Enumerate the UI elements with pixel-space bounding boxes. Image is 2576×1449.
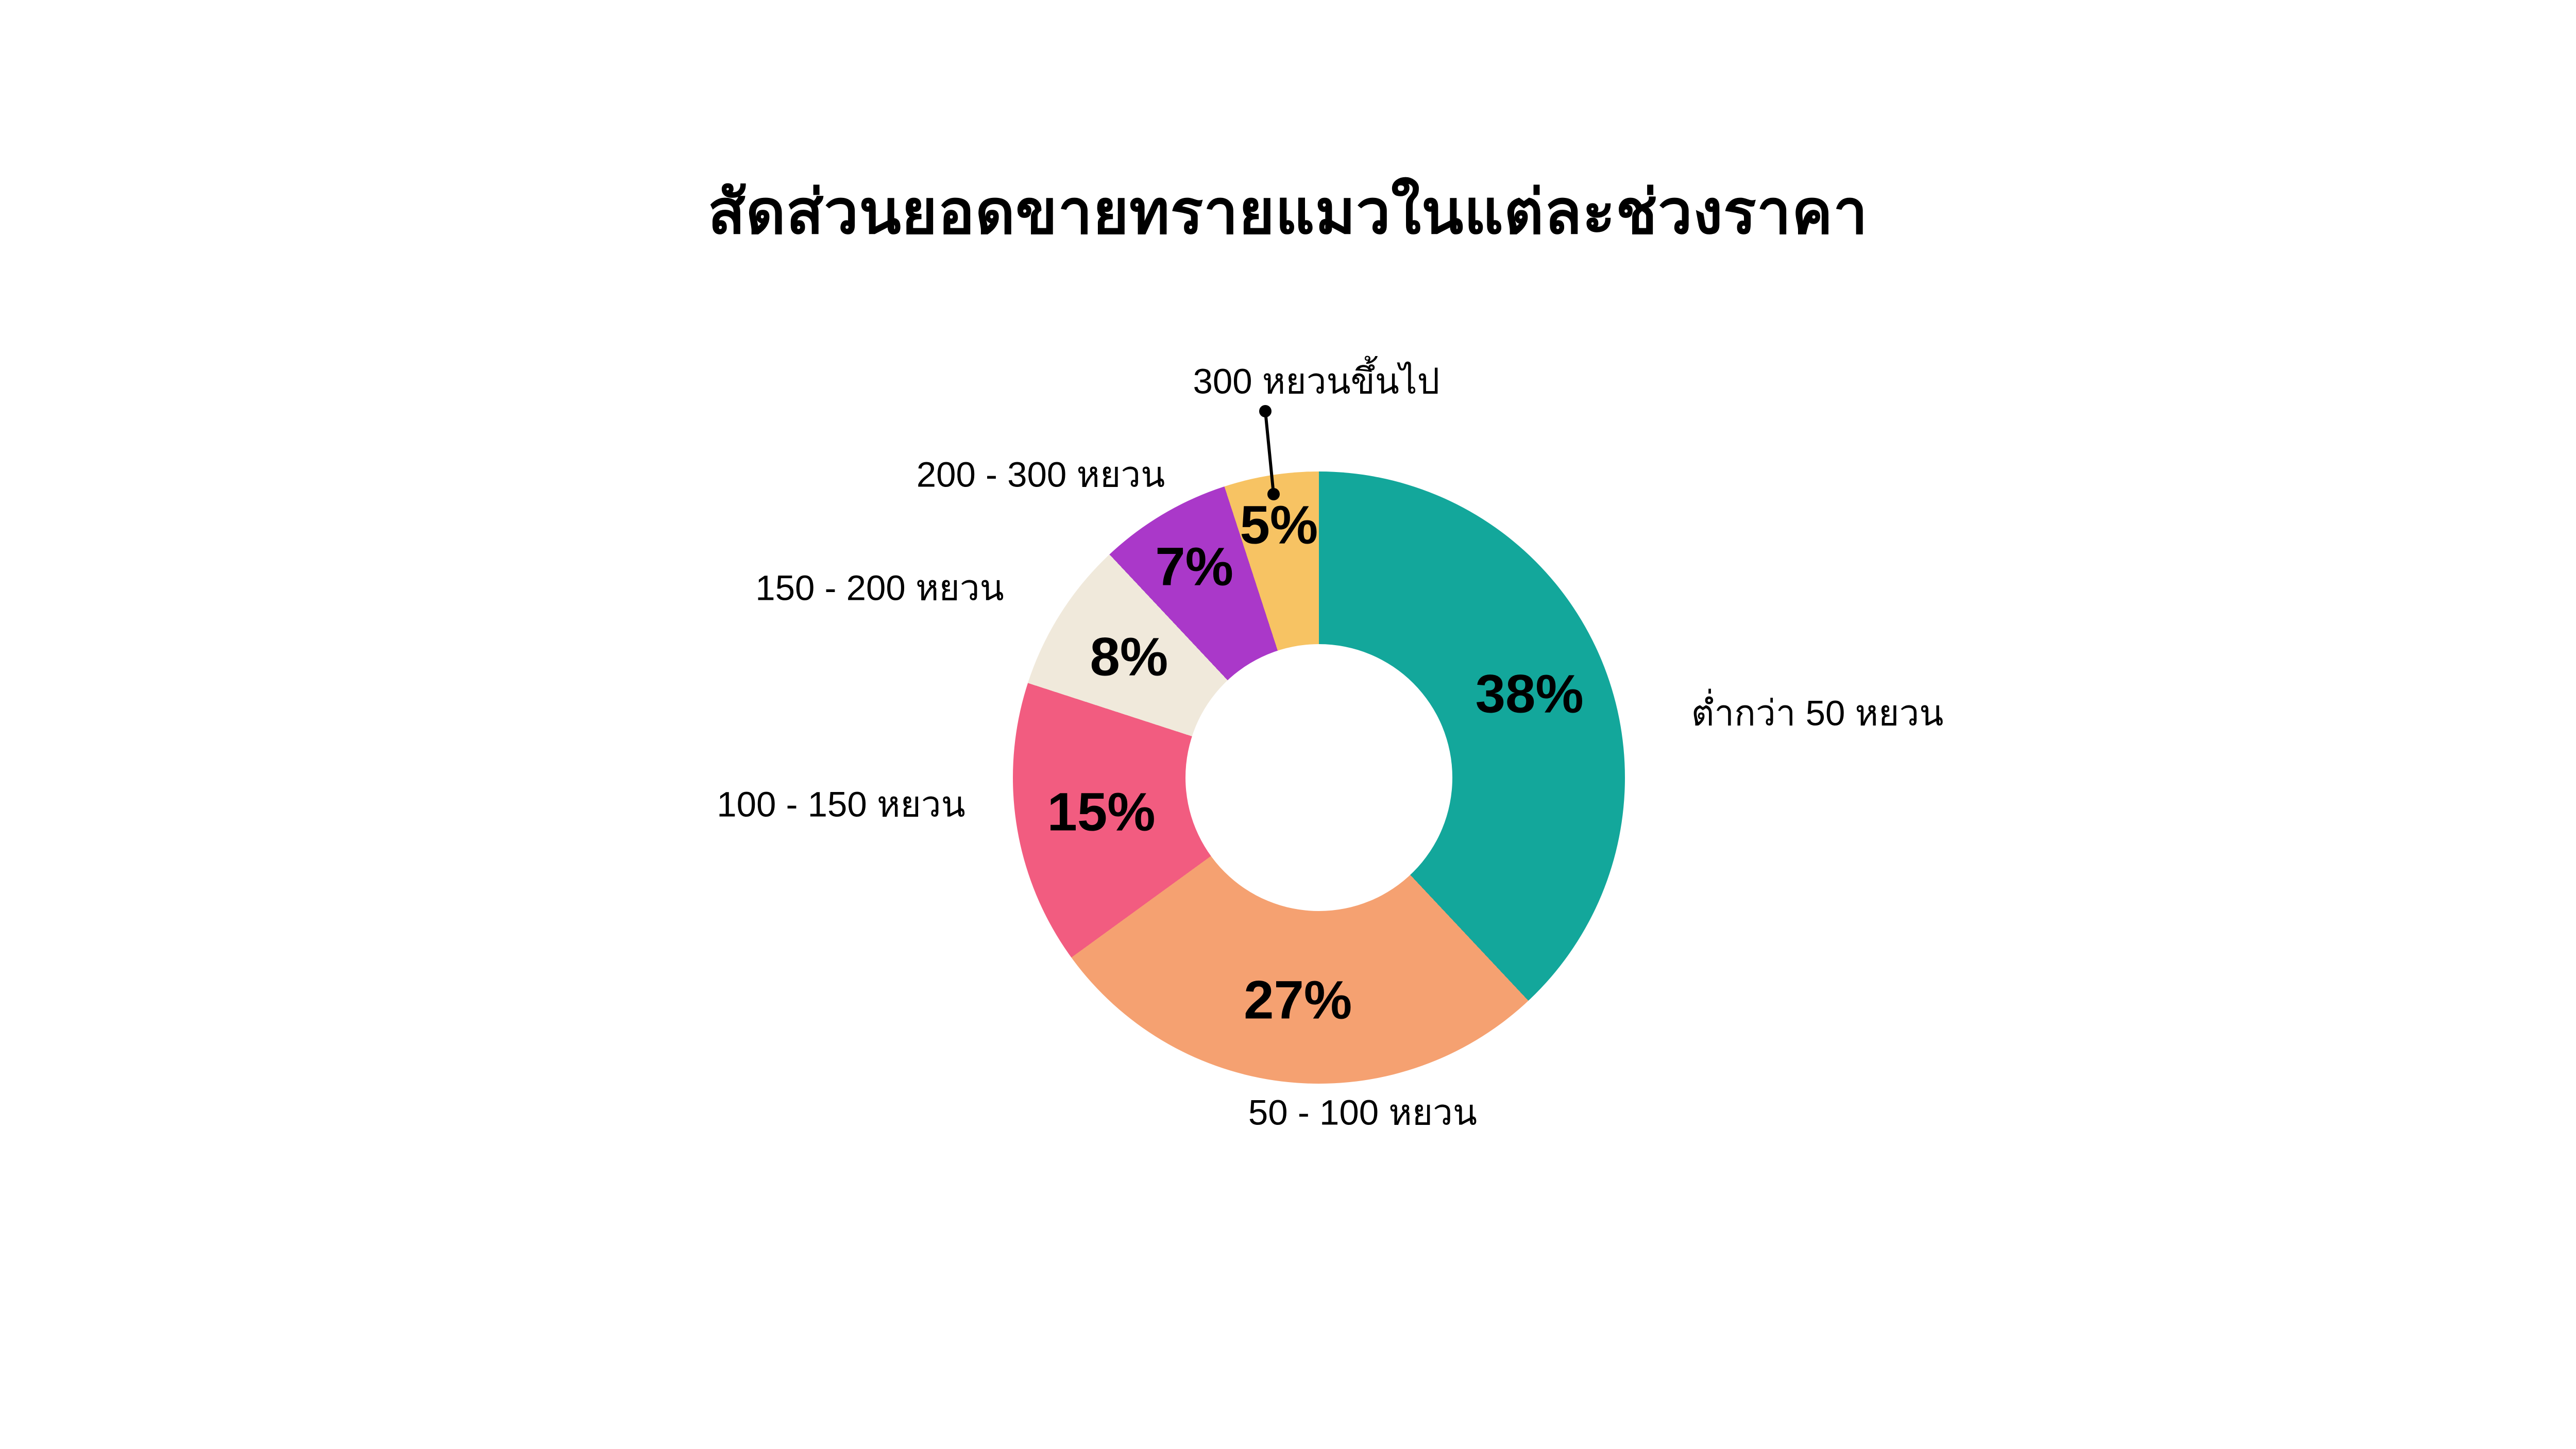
category-label-300-up: 300 หยวนขึ้นไป (1193, 361, 1440, 401)
value-label-under-50: 38% (1475, 664, 1584, 724)
value-label-100-150: 15% (1047, 782, 1156, 843)
value-label-50-100: 27% (1244, 970, 1352, 1031)
category-label-150-200: 150 - 200 หยวน (755, 568, 1004, 608)
value-label-300-up: 5% (1240, 495, 1318, 555)
category-label-under-50: ต่ำกว่า 50 หยวน (1691, 693, 1944, 733)
donut-chart (1013, 471, 1625, 1084)
value-label-200-300: 7% (1155, 536, 1233, 597)
leader-dot-label-end (1259, 405, 1272, 417)
leader-line (1264, 411, 1275, 495)
category-label-50-100: 50 - 100 หยวน (1248, 1092, 1478, 1133)
leader-dot-slice-end (1267, 488, 1280, 500)
donut-hole (1185, 644, 1452, 911)
value-label-150-200: 8% (1090, 627, 1168, 687)
category-label-200-300: 200 - 300 หยวน (916, 454, 1165, 495)
chart-title: สัดส่วนยอดขายทรายแมวในแต่ละช่วงราคา (707, 178, 1869, 247)
category-label-100-150: 100 - 150 หยวน (717, 784, 965, 824)
